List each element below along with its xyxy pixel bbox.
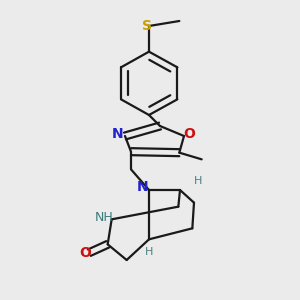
Text: O: O	[80, 246, 91, 260]
Text: S: S	[142, 19, 152, 33]
Text: H: H	[194, 176, 202, 186]
Text: N: N	[137, 180, 149, 194]
Text: N: N	[112, 127, 124, 141]
Text: NH: NH	[94, 211, 113, 224]
Text: O: O	[183, 127, 195, 141]
Text: H: H	[145, 247, 153, 257]
